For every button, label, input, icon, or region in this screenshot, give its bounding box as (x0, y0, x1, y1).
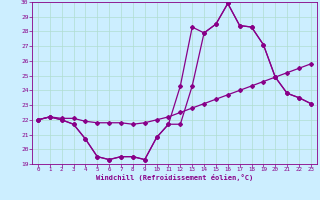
X-axis label: Windchill (Refroidissement éolien,°C): Windchill (Refroidissement éolien,°C) (96, 174, 253, 181)
